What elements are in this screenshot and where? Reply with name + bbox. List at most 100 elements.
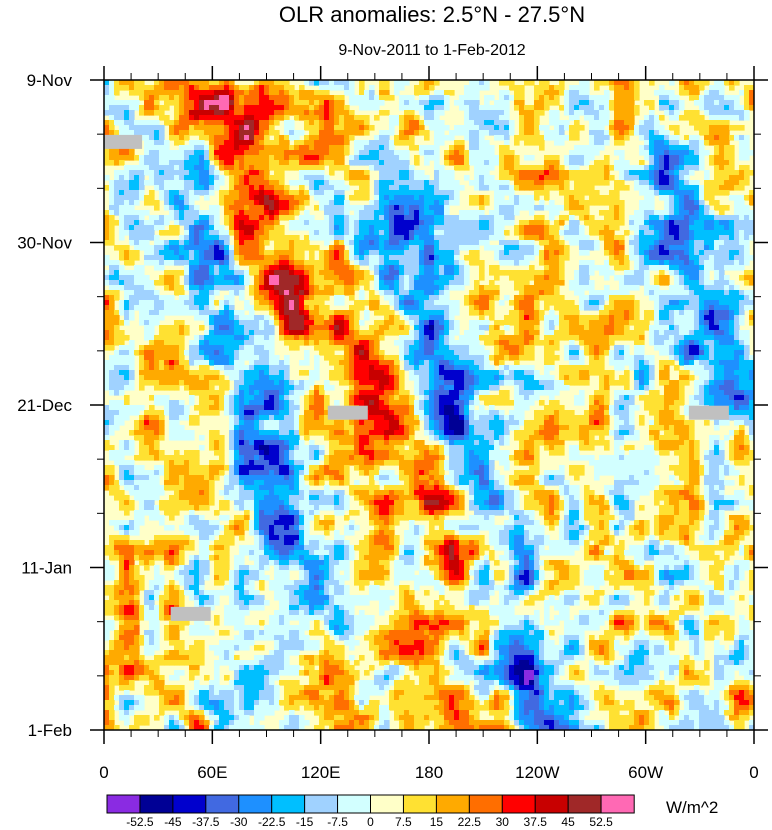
contour-cell bbox=[329, 130, 335, 136]
contour-cell bbox=[244, 235, 250, 241]
contour-cell bbox=[494, 275, 500, 281]
contour-cell bbox=[739, 185, 745, 191]
contour-cell bbox=[179, 195, 185, 201]
contour-cell bbox=[119, 265, 125, 271]
contour-cell bbox=[124, 105, 130, 111]
contour-cell bbox=[639, 270, 645, 276]
contour-cell bbox=[164, 310, 170, 316]
contour-cell bbox=[594, 200, 600, 206]
contour-cell bbox=[184, 240, 190, 246]
contour-cell bbox=[504, 220, 510, 226]
contour-cell bbox=[469, 100, 475, 106]
contour-cell bbox=[234, 140, 240, 146]
contour-cell bbox=[399, 295, 405, 301]
contour-cell bbox=[394, 150, 400, 156]
contour-cell bbox=[504, 100, 510, 106]
contour-cell bbox=[179, 300, 185, 306]
contour-cell bbox=[324, 280, 330, 286]
contour-cell bbox=[519, 270, 525, 276]
contour-cell bbox=[559, 275, 565, 281]
contour-cell bbox=[169, 95, 175, 101]
contour-cell bbox=[339, 245, 345, 251]
contour-cell bbox=[504, 270, 510, 276]
contour-cell bbox=[599, 160, 605, 166]
contour-cell bbox=[424, 150, 430, 156]
contour-cell bbox=[249, 230, 255, 236]
contour-cell bbox=[304, 140, 310, 146]
contour-cell bbox=[619, 155, 625, 161]
contour-cell bbox=[144, 195, 150, 201]
contour-cell bbox=[554, 175, 560, 181]
contour-cell bbox=[469, 250, 475, 256]
contour-cell bbox=[494, 180, 500, 186]
contour-cell bbox=[319, 290, 325, 296]
contour-cell bbox=[544, 245, 550, 251]
contour-cell bbox=[259, 145, 265, 151]
contour-cell bbox=[589, 265, 595, 271]
contour-cell bbox=[399, 120, 405, 126]
contour-cell bbox=[479, 135, 485, 141]
contour-cell bbox=[109, 300, 115, 306]
contour-cell bbox=[309, 125, 315, 131]
contour-cell bbox=[174, 165, 180, 171]
contour-cell bbox=[679, 280, 685, 286]
contour-cell bbox=[269, 140, 275, 146]
contour-cell bbox=[314, 295, 320, 301]
contour-cell bbox=[244, 300, 250, 306]
contour-cell bbox=[709, 285, 715, 291]
contour-cell bbox=[684, 290, 690, 296]
contour-cell bbox=[339, 260, 345, 266]
contour-cell bbox=[104, 255, 110, 261]
contour-cell bbox=[384, 165, 390, 171]
contour-cell bbox=[214, 150, 220, 156]
contour-cell bbox=[154, 155, 160, 161]
contour-cell bbox=[124, 150, 130, 156]
contour-cell bbox=[599, 175, 605, 181]
contour-cell bbox=[444, 215, 450, 221]
contour-cell bbox=[464, 150, 470, 156]
contour-cell bbox=[144, 250, 150, 256]
contour-cell bbox=[474, 280, 480, 286]
contour-cell bbox=[674, 265, 680, 271]
contour-cell bbox=[284, 260, 290, 266]
contour-cell bbox=[239, 190, 245, 196]
contour-cell bbox=[384, 85, 390, 91]
contour-cell bbox=[414, 260, 420, 266]
contour-cell bbox=[479, 85, 485, 91]
contour-cell bbox=[724, 130, 730, 136]
contour-cell bbox=[624, 160, 630, 166]
contour-cell bbox=[404, 95, 410, 101]
contour-cell bbox=[429, 310, 435, 316]
contour-cell bbox=[554, 115, 560, 121]
contour-cell bbox=[299, 170, 305, 176]
contour-cell bbox=[509, 220, 515, 226]
contour-cell bbox=[134, 305, 140, 311]
contour-cell bbox=[604, 275, 610, 281]
contour-cell bbox=[574, 145, 580, 151]
contour-cell bbox=[569, 130, 575, 136]
contour-cell bbox=[184, 95, 190, 101]
contour-cell bbox=[439, 310, 445, 316]
contour-cell bbox=[204, 225, 210, 231]
contour-cell bbox=[439, 110, 445, 116]
contour-cell bbox=[634, 210, 640, 216]
contour-cell bbox=[109, 205, 115, 211]
contour-cell bbox=[239, 260, 245, 266]
contour-cell bbox=[524, 180, 530, 186]
contour-cell bbox=[534, 90, 540, 96]
contour-cell bbox=[679, 210, 685, 216]
contour-cell bbox=[234, 90, 240, 96]
contour-cell bbox=[649, 120, 655, 126]
contour-cell bbox=[494, 220, 500, 226]
contour-cell bbox=[694, 205, 700, 211]
contour-cell bbox=[429, 155, 435, 161]
contour-cell bbox=[219, 160, 225, 166]
contour-cell bbox=[604, 225, 610, 231]
contour-cell bbox=[244, 130, 250, 136]
contour-cell bbox=[529, 220, 535, 226]
contour-cell bbox=[494, 205, 500, 211]
contour-cell bbox=[554, 125, 560, 131]
contour-cell bbox=[724, 240, 730, 246]
contour-cell bbox=[189, 110, 195, 116]
contour-cell bbox=[364, 190, 370, 196]
